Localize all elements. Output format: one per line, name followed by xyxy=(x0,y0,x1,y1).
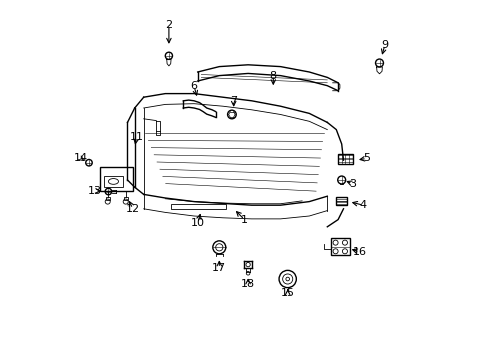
Bar xyxy=(101,167,133,191)
Text: 18: 18 xyxy=(241,279,255,289)
Text: 3: 3 xyxy=(348,179,355,189)
Bar xyxy=(336,197,346,205)
Bar xyxy=(105,197,110,200)
Bar xyxy=(330,238,349,255)
Text: 15: 15 xyxy=(280,288,294,298)
Text: 13: 13 xyxy=(88,186,102,196)
Text: 4: 4 xyxy=(359,200,366,210)
Bar xyxy=(170,204,226,209)
Text: 14: 14 xyxy=(74,153,87,163)
Bar xyxy=(336,202,346,204)
Text: 1: 1 xyxy=(241,215,247,225)
Bar xyxy=(123,197,127,200)
Text: 6: 6 xyxy=(190,81,197,91)
Text: 10: 10 xyxy=(190,218,204,228)
Text: 2: 2 xyxy=(165,20,172,30)
Bar xyxy=(104,176,122,187)
Text: 16: 16 xyxy=(352,247,366,257)
Bar xyxy=(337,154,352,164)
Text: 12: 12 xyxy=(125,204,140,214)
Text: 5: 5 xyxy=(363,153,369,163)
Text: 11: 11 xyxy=(129,132,143,142)
Bar xyxy=(336,199,346,201)
Text: 7: 7 xyxy=(230,96,237,106)
Bar xyxy=(337,155,352,158)
Text: 9: 9 xyxy=(381,40,387,50)
Text: 17: 17 xyxy=(212,263,226,273)
Bar xyxy=(337,159,352,162)
Text: 8: 8 xyxy=(269,71,276,81)
